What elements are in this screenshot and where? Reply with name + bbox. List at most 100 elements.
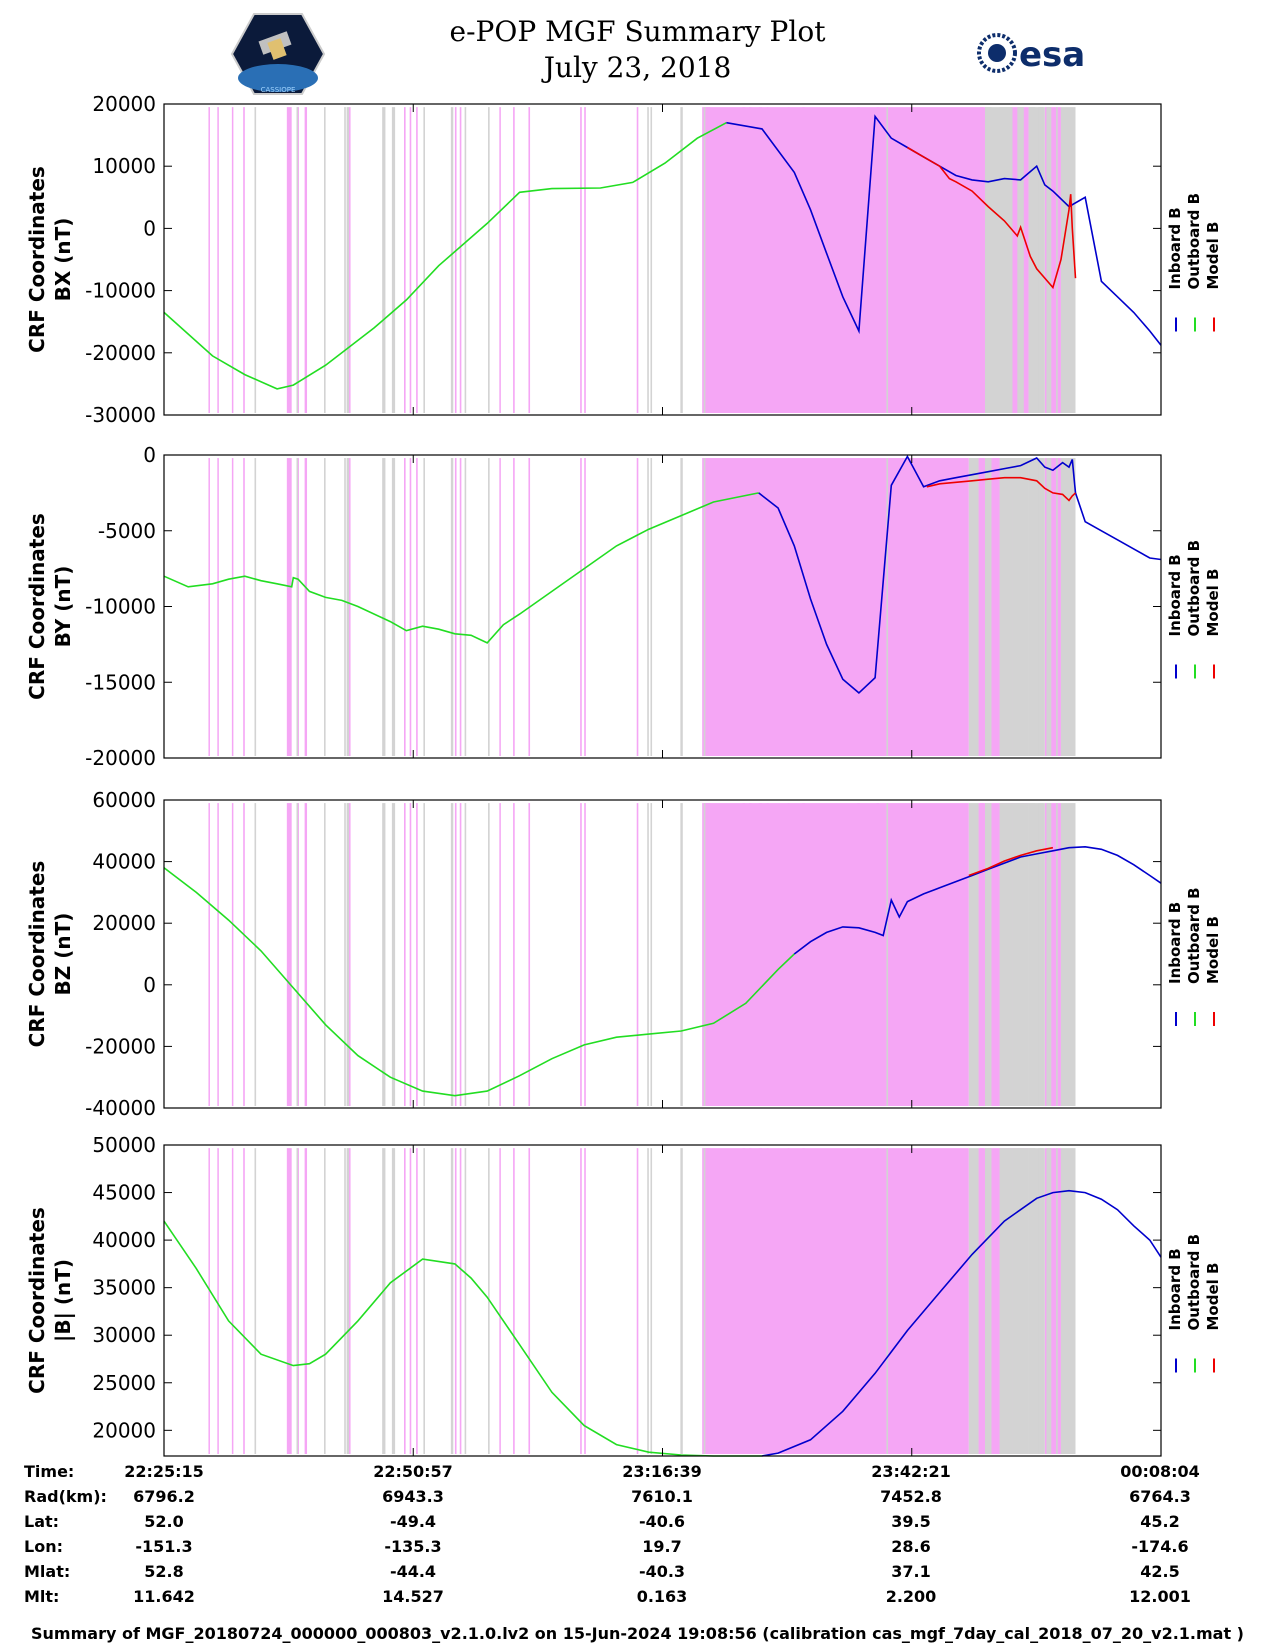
flag-line-pink [766,107,769,414]
flag-line-pink [749,803,752,1106]
flag-band-gray [968,1148,979,1454]
flag-line-gray [647,107,649,414]
y-tick-label: -20000 [85,341,156,365]
info-cell: 22:25:15 [124,1462,204,1481]
series-model-b [926,476,1077,502]
flag-line-pink [636,1148,639,1454]
flag-line-pink [304,107,308,414]
flag-line-gray [346,107,350,414]
flag-line-gray [1028,1148,1036,1454]
flag-line-gray [254,803,257,1106]
flag-line-pink [286,107,292,414]
series-inboard-b [793,845,1162,955]
flag-line-gray [382,1148,386,1454]
y-tick-label: 40000 [92,850,156,874]
series-outboard-b [163,121,727,390]
flag-band-pink [702,458,969,756]
footer-summary: Summary of MGF_20180724_000000_000803_v2… [31,1624,1244,1643]
flag-line-gray [423,1148,426,1454]
flag-line-pink [217,803,219,1106]
flag-line-pink [499,1148,501,1454]
page-date: July 23, 2018 [543,51,732,84]
y-tick-label: -20000 [85,746,156,770]
flag-line-gray [464,803,467,1106]
info-cell: 7610.1 [631,1487,693,1506]
flag-line-gray [650,803,653,1106]
flag-line-pink [758,803,762,1106]
panel-absbabs: 50000 45000 40000 35000 30000 25000 20000 CRF C… [25,1133,1222,1457]
flag-line-gray [985,107,992,414]
flag-line-pink [243,803,245,1106]
flag-line-gray [647,803,649,1106]
flag-line-gray [450,803,454,1106]
panel-bx: 20000 10000 0 -10000 -20000 -30000 CRF Coordin… [25,92,1222,427]
info-cell: -151.3 [135,1537,193,1556]
flag-line-gray [1046,107,1052,414]
flag-line-gray [296,1148,299,1454]
flag-line-pink [876,1148,880,1454]
info-row-label: Mlat: [24,1562,71,1581]
flag-line-gray [1046,803,1052,1106]
flag-line-pink [584,803,586,1106]
y-tick-label: -10000 [85,595,156,619]
legend-label: Outboard B [1185,193,1203,290]
flag-line-pink [459,458,462,756]
y-tick-label: 30000 [92,1323,156,1347]
flag-line-pink [208,458,210,756]
flag-line-gray [647,1148,649,1454]
flag-line-pink [787,1148,790,1454]
flag-line-pink [749,458,752,756]
info-cell: 42.5 [1140,1562,1180,1581]
flag-line-gray [346,1148,350,1454]
flag-line-pink [454,1148,457,1454]
flag-line-pink [231,1148,234,1454]
flag-line-pink [403,1148,406,1454]
flag-line-pink [416,107,418,414]
flag-line-pink [286,458,292,756]
flag-line-gray [391,458,396,756]
flag-line-pink [349,1148,351,1454]
y-tick-label: -15000 [85,670,156,694]
info-row-label: Rad(km): [24,1487,107,1506]
flag-line-pink [499,458,501,756]
y-tick-label: 60000 [92,788,156,812]
flag-line-gray [647,458,649,756]
flag-line-gray [1028,458,1036,756]
flag-line-gray [1017,1148,1024,1454]
info-row-label: Mlt: [24,1587,60,1606]
flag-line-pink [584,107,586,414]
info-row-label: Time: [24,1462,75,1481]
info-cell: 45.2 [1140,1512,1180,1531]
flag-line-pink [409,803,412,1106]
flag-line-pink [499,803,501,1106]
flag-line-pink [454,107,457,414]
flag-line-gray [296,107,299,414]
flag-line-gray [999,458,1013,756]
y-tick-label: 45000 [92,1181,156,1205]
flag-line-pink [454,803,457,1106]
series-outboard-b [163,1220,762,1457]
flag-line-gray [703,458,706,756]
flag-line-gray [382,107,386,414]
y-tick-label: -10000 [85,279,156,303]
y-tick-label: 50000 [92,1133,156,1157]
flag-line-gray [886,458,889,756]
flag-line-gray [703,803,706,1106]
flag-band-gray [1060,107,1076,414]
y-axis-label-line1: CRF Coordinates [25,861,49,1048]
title-block: e-POP MGF Summary Plot July 23, 2018 [0,14,1275,86]
flag-line-pink [742,107,746,414]
flag-line-gray [296,458,299,756]
flag-line-pink [231,107,234,414]
flag-band-pink [702,803,969,1106]
flag-line-pink [403,107,406,414]
flag-line-pink [636,803,639,1106]
y-axis-label-line2: BY (nT) [51,566,75,648]
flag-line-gray [254,1148,257,1454]
flag-line-gray [323,803,326,1106]
flag-line-pink [787,458,790,756]
y-axis-label-line1: CRF Coordinates [25,513,49,700]
info-cell: 12.001 [1129,1587,1191,1606]
flag-line-pink [459,803,462,1106]
y-axis-label-line2: BZ (nT) [51,913,75,996]
